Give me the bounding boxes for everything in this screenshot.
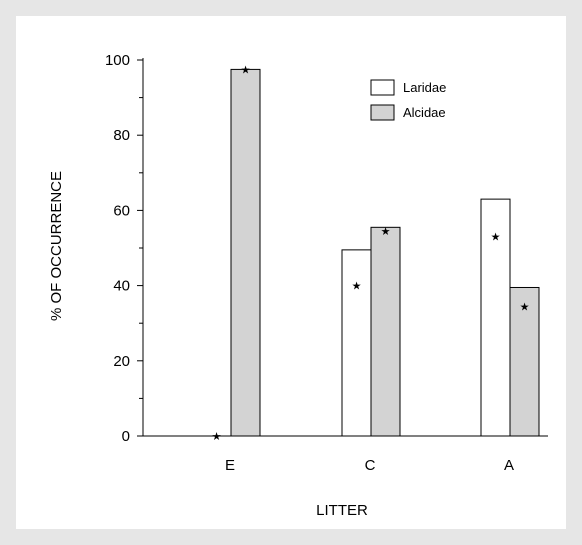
legend-swatch-alcidae: [370, 104, 395, 121]
y-tick-label: 80: [113, 127, 130, 144]
chart-frame: ★ ★ ★ ★ ★ ★ 0 20 40 60 80 100 E C A Laridae Alcidae %…: [16, 16, 566, 529]
legend-label-laridae: Laridae: [403, 80, 446, 95]
x-tick-label: E: [225, 457, 235, 474]
legend-label-alcidae: Alcidae: [403, 105, 446, 120]
bars: [230, 68, 540, 437]
y-ticks: 0 20 40 60 80 100: [105, 52, 143, 445]
y-tick-label: 0: [122, 428, 130, 445]
star-marker: ★: [381, 225, 391, 238]
star-marker: ★: [491, 231, 501, 244]
bar-laridae-c: [341, 249, 372, 437]
y-tick-label: 100: [105, 52, 130, 69]
x-tick-label: A: [504, 457, 514, 474]
bar-alcidae-a: [509, 286, 540, 437]
x-axis-label: LITTER: [316, 502, 368, 519]
y-axis-label: % OF OCCURRENCE: [48, 171, 65, 321]
legend-swatch-laridae: [370, 79, 395, 96]
legend: Laridae Alcidae: [370, 79, 446, 121]
y-tick-label: 40: [113, 278, 130, 295]
y-tick-label: 60: [113, 202, 130, 219]
bar-laridae-a: [480, 198, 511, 437]
bar-alcidae-c: [370, 226, 401, 437]
x-tick-label: C: [365, 457, 376, 474]
star-marker: ★: [241, 63, 251, 76]
star-marker: ★: [212, 430, 222, 443]
y-tick-label: 20: [113, 353, 130, 370]
bar-alcidae-e: [230, 68, 261, 437]
star-markers: ★ ★ ★ ★ ★ ★: [212, 63, 530, 443]
star-marker: ★: [352, 280, 362, 293]
star-marker: ★: [520, 300, 530, 313]
